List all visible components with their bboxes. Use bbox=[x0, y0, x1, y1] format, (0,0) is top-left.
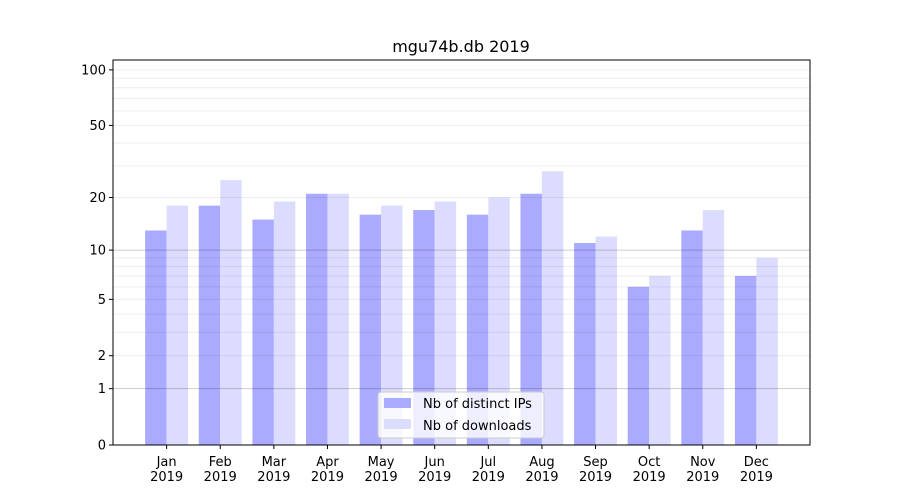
x-tick-label: May 2019 bbox=[365, 455, 398, 485]
legend-box bbox=[377, 391, 545, 439]
y-tick-label: 100 bbox=[81, 63, 106, 78]
chart-title: mgu74b.db 2019 bbox=[392, 37, 530, 56]
bar-downloads bbox=[327, 193, 349, 445]
y-tick-label: 2 bbox=[98, 349, 106, 364]
y-tick-label: 1 bbox=[98, 382, 106, 397]
bar-downloads bbox=[488, 197, 510, 445]
bar-downloads bbox=[649, 275, 671, 445]
bar-distinct-ips bbox=[574, 243, 596, 445]
y-tick-label: 20 bbox=[89, 191, 106, 206]
bar-distinct-ips bbox=[359, 214, 382, 445]
x-tick-label: Dec 2019 bbox=[740, 455, 773, 485]
y-tick-label: 0 bbox=[98, 439, 106, 454]
bar-distinct-ips bbox=[198, 205, 221, 445]
legend-swatch-ips bbox=[384, 398, 411, 408]
x-tick-label: Oct 2019 bbox=[633, 455, 666, 485]
legend-label-ips: Nb of distinct IPs bbox=[423, 397, 532, 412]
x-tick-label: Nov 2019 bbox=[686, 455, 719, 485]
bar-distinct-ips bbox=[681, 230, 703, 445]
bar-downloads bbox=[273, 201, 296, 445]
bar-distinct-ips bbox=[306, 193, 328, 445]
legend: Nb of distinct IPs Nb of downloads bbox=[377, 391, 545, 439]
x-tick-label: Jul 2019 bbox=[472, 455, 505, 485]
x-tick-label: Aug 2019 bbox=[525, 455, 558, 485]
bar-distinct-ips bbox=[145, 230, 167, 445]
bar-downloads bbox=[702, 210, 725, 445]
y-tick-label: 5 bbox=[98, 293, 106, 308]
legend-swatch-downloads bbox=[384, 419, 411, 429]
y-tick-label: 10 bbox=[89, 244, 106, 259]
y-tick-label: 50 bbox=[89, 119, 106, 134]
bar-downloads bbox=[166, 205, 189, 445]
x-tick-label: Mar 2019 bbox=[257, 455, 290, 485]
x-tick-label: Jun 2019 bbox=[418, 455, 451, 485]
bar-downloads bbox=[220, 180, 242, 445]
bar-distinct-ips bbox=[413, 210, 435, 445]
x-tick-label: Feb 2019 bbox=[204, 455, 237, 485]
bar-distinct-ips bbox=[466, 214, 489, 445]
bar-distinct-ips bbox=[252, 219, 274, 445]
bar-distinct-ips bbox=[627, 286, 650, 445]
bar-distinct-ips bbox=[520, 193, 542, 445]
legend-label-downloads: Nb of downloads bbox=[423, 419, 532, 434]
x-tick-label: Sep 2019 bbox=[579, 455, 612, 485]
bar-distinct-ips bbox=[734, 275, 757, 445]
bar-downloads bbox=[756, 257, 778, 445]
x-tick-label: Apr 2019 bbox=[311, 455, 344, 485]
plot-area-frame bbox=[112, 59, 811, 446]
x-tick-label: Jan 2019 bbox=[150, 455, 183, 485]
bar-downloads bbox=[541, 171, 564, 445]
bar-downloads bbox=[595, 236, 617, 445]
bar-downloads bbox=[381, 205, 403, 445]
bar-downloads bbox=[434, 201, 457, 445]
